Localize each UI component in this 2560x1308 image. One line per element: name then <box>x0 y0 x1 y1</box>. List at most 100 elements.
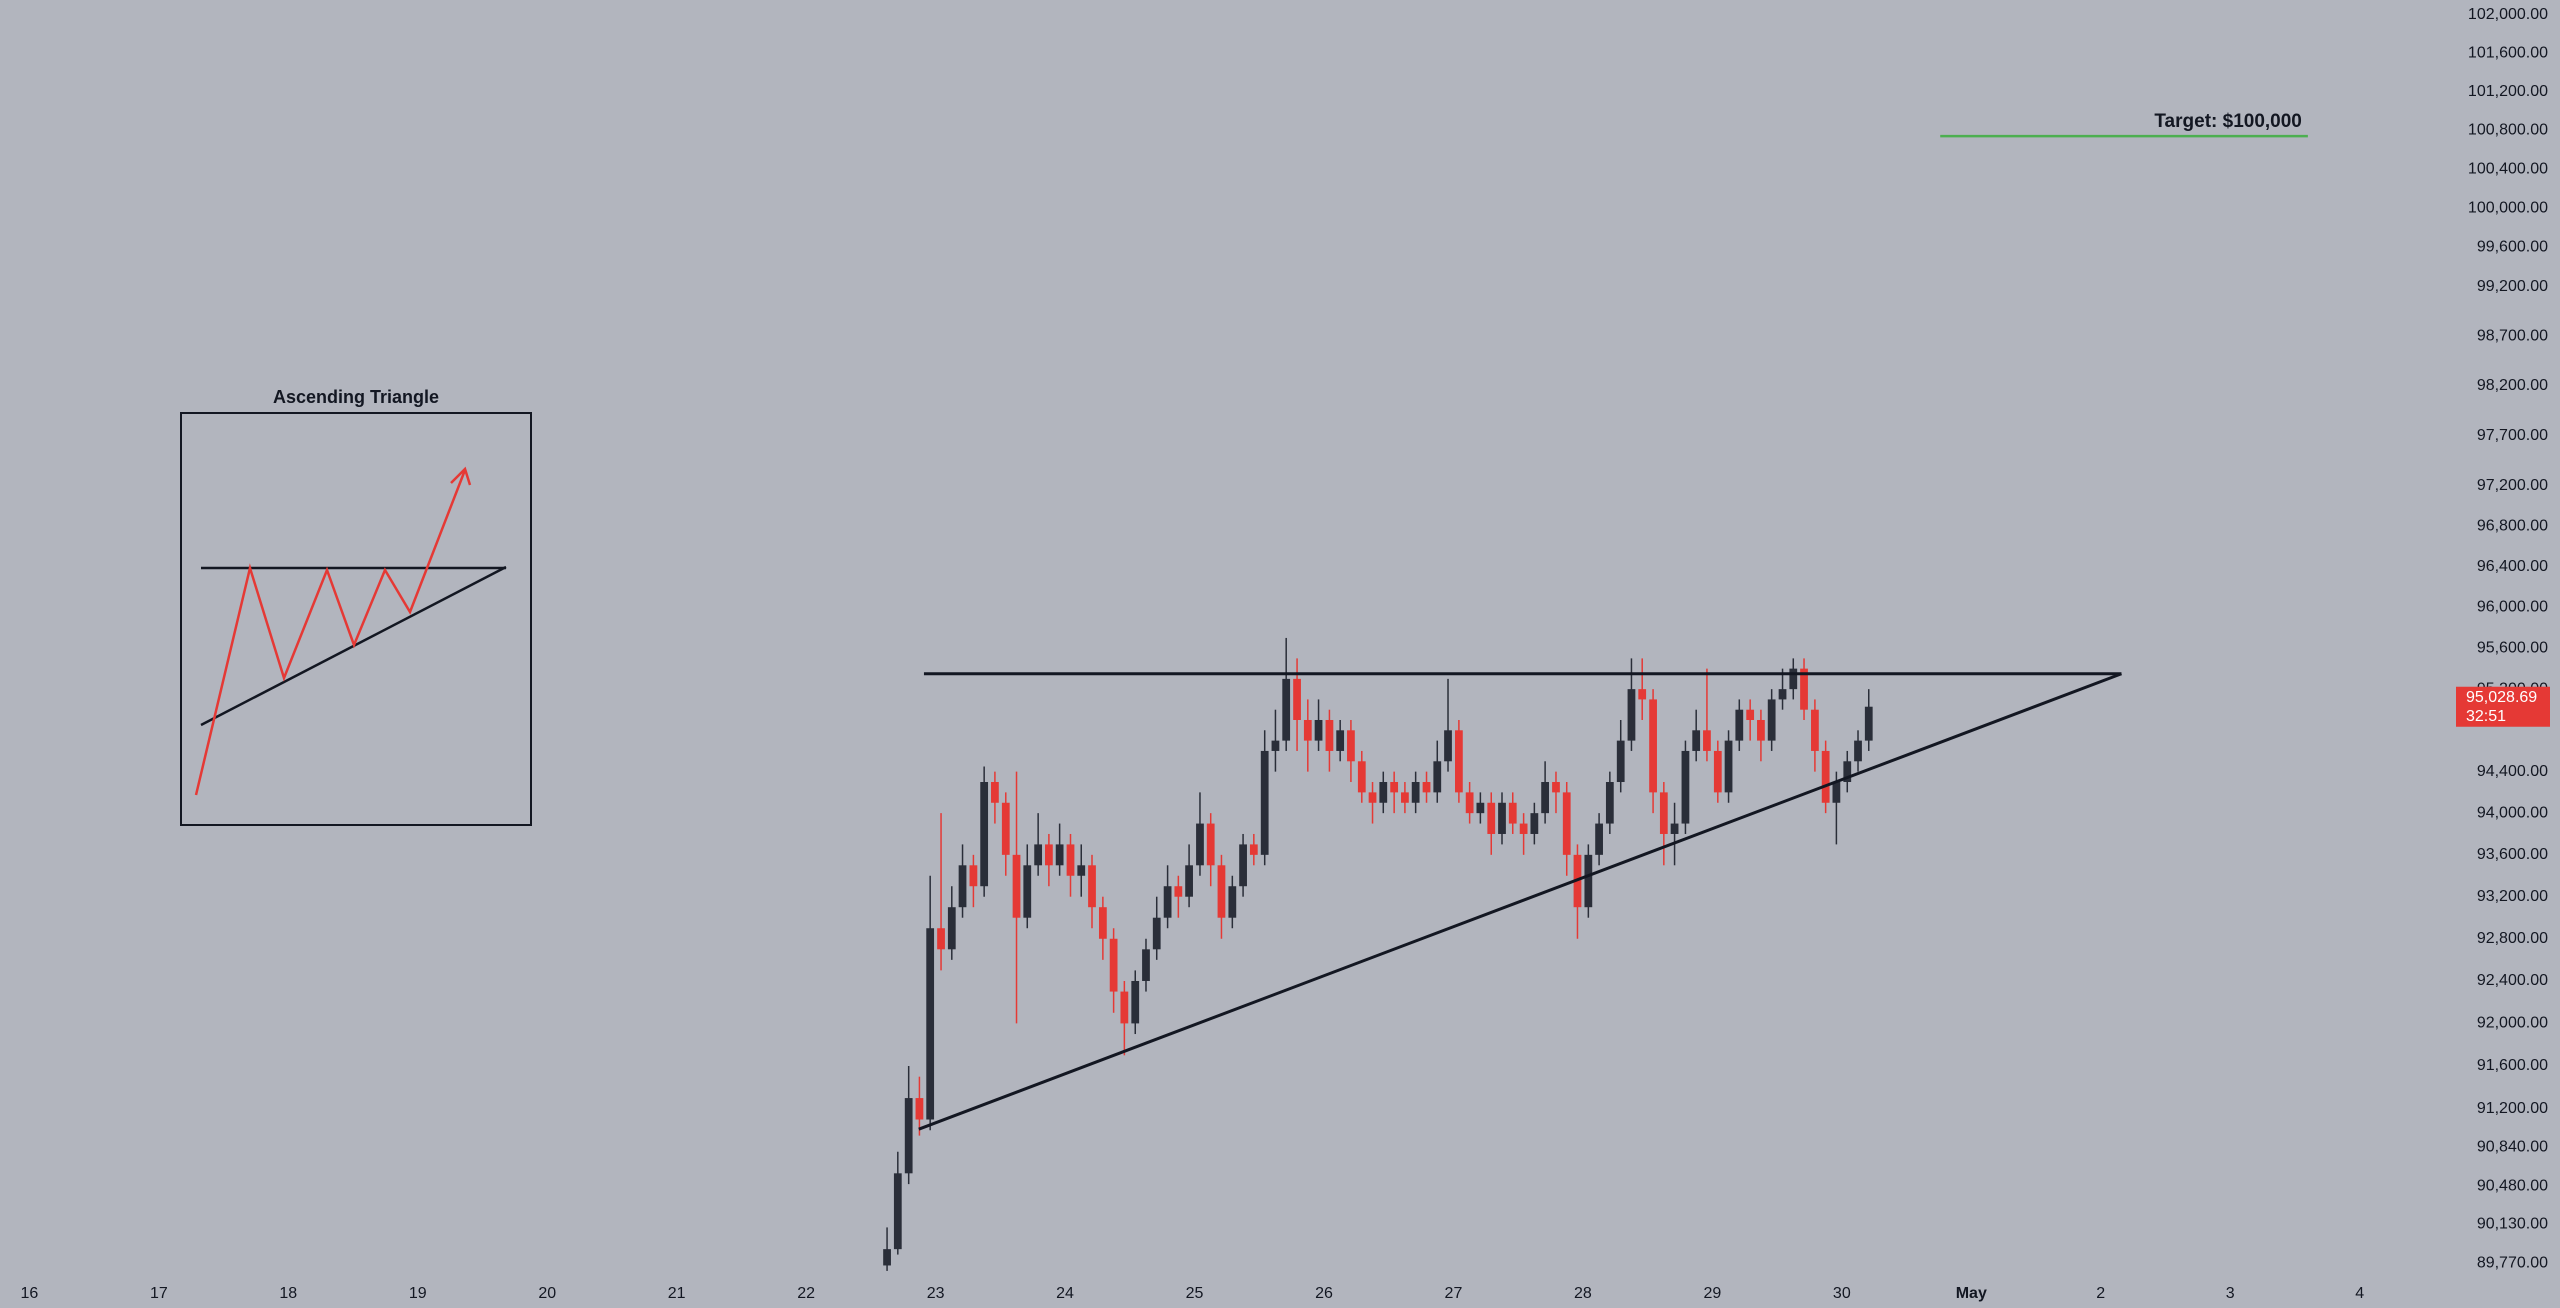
candle-body <box>1282 678 1291 741</box>
candle-body <box>991 782 999 803</box>
inset-price-path <box>194 469 467 796</box>
candle-body <box>1142 949 1150 981</box>
candle-body <box>1757 719 1765 741</box>
y-tick-label: 97,700.00 <box>2477 427 2548 444</box>
candle-body <box>1357 761 1366 793</box>
candle-body <box>1012 854 1021 918</box>
candle-body <box>1638 689 1647 700</box>
candle-body <box>1411 782 1420 803</box>
y-tick-label: 91,600.00 <box>2477 1057 2548 1074</box>
candle-body <box>1659 792 1668 834</box>
candle-body <box>1800 668 1808 710</box>
candle-body <box>1595 823 1603 855</box>
candle-body <box>1001 802 1010 855</box>
candle-body <box>1811 709 1819 751</box>
y-tick-label: 101,600.00 <box>2468 44 2548 61</box>
x-tick-label: 21 <box>668 1285 686 1302</box>
candle-body <box>1670 823 1679 834</box>
y-tick-label: 90,130.00 <box>2477 1215 2548 1232</box>
candle-body <box>1864 706 1873 741</box>
candle-body <box>1605 782 1614 824</box>
y-tick-label: 96,400.00 <box>2477 558 2548 575</box>
y-tick-label: 96,800.00 <box>2477 517 2548 534</box>
inset: Ascending Triangle <box>180 387 532 826</box>
candle-body <box>1066 844 1075 876</box>
candle-body <box>1271 740 1280 751</box>
candle-body <box>926 928 935 1120</box>
candle-body <box>1228 886 1237 918</box>
candle-body <box>1832 782 1841 803</box>
y-tick-label: 100,400.00 <box>2468 160 2548 177</box>
candle-body <box>1293 678 1301 720</box>
candle-body <box>1152 917 1161 950</box>
candle-body <box>904 1098 913 1174</box>
candle-body <box>1379 782 1388 803</box>
y-tick-label: 98,200.00 <box>2477 377 2548 394</box>
x-tick-label: 19 <box>409 1285 427 1302</box>
candle-body <box>1109 938 1118 992</box>
candle-body <box>1821 750 1830 803</box>
x-tick-label: 4 <box>2355 1285 2364 1302</box>
candle-body <box>1303 719 1312 741</box>
candle-body <box>1508 802 1517 824</box>
candle-body <box>1034 844 1043 866</box>
y-tick-label: 92,800.00 <box>2477 930 2548 947</box>
candle-body <box>1767 699 1776 741</box>
candle-body <box>947 907 956 950</box>
y-tick-label: 100,000.00 <box>2468 199 2548 216</box>
candle-body <box>1735 709 1744 741</box>
candle-body <box>1552 782 1560 793</box>
candle-body <box>1476 802 1485 814</box>
inset-frame <box>180 412 532 826</box>
candle-body <box>1336 730 1345 751</box>
x-tick-label: 22 <box>797 1285 815 1302</box>
candle-body <box>1249 844 1258 855</box>
candle-body <box>1433 761 1442 793</box>
candle-body <box>1681 750 1690 824</box>
candle-body <box>1789 668 1798 690</box>
x-tick-label: 2 <box>2096 1285 2105 1302</box>
x-tick-label: 20 <box>538 1285 556 1302</box>
candle-body <box>1843 761 1852 783</box>
x-tick-label: 30 <box>1833 1285 1851 1302</box>
candle-body <box>1390 782 1399 793</box>
inset-title: Ascending Triangle <box>273 387 439 407</box>
candle-body <box>1465 792 1474 814</box>
candle-body <box>893 1173 902 1250</box>
candle-body <box>1778 689 1787 700</box>
candle-body <box>1530 813 1539 834</box>
candle-body <box>969 865 978 887</box>
candle-body <box>1314 719 1323 741</box>
last-price-label: 95,028.69 <box>2466 689 2537 706</box>
candle-body <box>1088 865 1096 908</box>
y-tick-label: 93,200.00 <box>2477 888 2548 905</box>
candle-body <box>1131 980 1140 1024</box>
candle-body <box>1368 792 1377 803</box>
last-price-tag <box>2456 686 2550 727</box>
y-tick-label: 100,800.00 <box>2468 122 2548 139</box>
candle-body <box>1692 730 1701 751</box>
candle-body <box>1541 782 1549 814</box>
y-tick-label: 91,200.00 <box>2477 1100 2548 1117</box>
candle-body <box>1746 709 1755 720</box>
y-tick-label: 90,480.00 <box>2477 1177 2548 1194</box>
candle-body <box>1649 699 1657 793</box>
y-tick-label: 92,000.00 <box>2477 1015 2548 1032</box>
candle-body <box>1120 991 1129 1024</box>
candle-body <box>1562 792 1571 855</box>
candle-body <box>1045 844 1053 866</box>
candle-body <box>883 1249 891 1266</box>
y-tick-label: 102,000.00 <box>2468 6 2548 23</box>
candle-body <box>1239 844 1247 887</box>
candle-body <box>1077 865 1086 876</box>
y-tick-label: 92,400.00 <box>2477 972 2548 989</box>
y-tick-label: 98,700.00 <box>2477 327 2548 344</box>
candle-body <box>1401 792 1409 803</box>
candle-body <box>1519 823 1528 834</box>
candle-body <box>1023 865 1032 918</box>
candle-body <box>1854 740 1862 762</box>
candle-body <box>1713 750 1722 793</box>
